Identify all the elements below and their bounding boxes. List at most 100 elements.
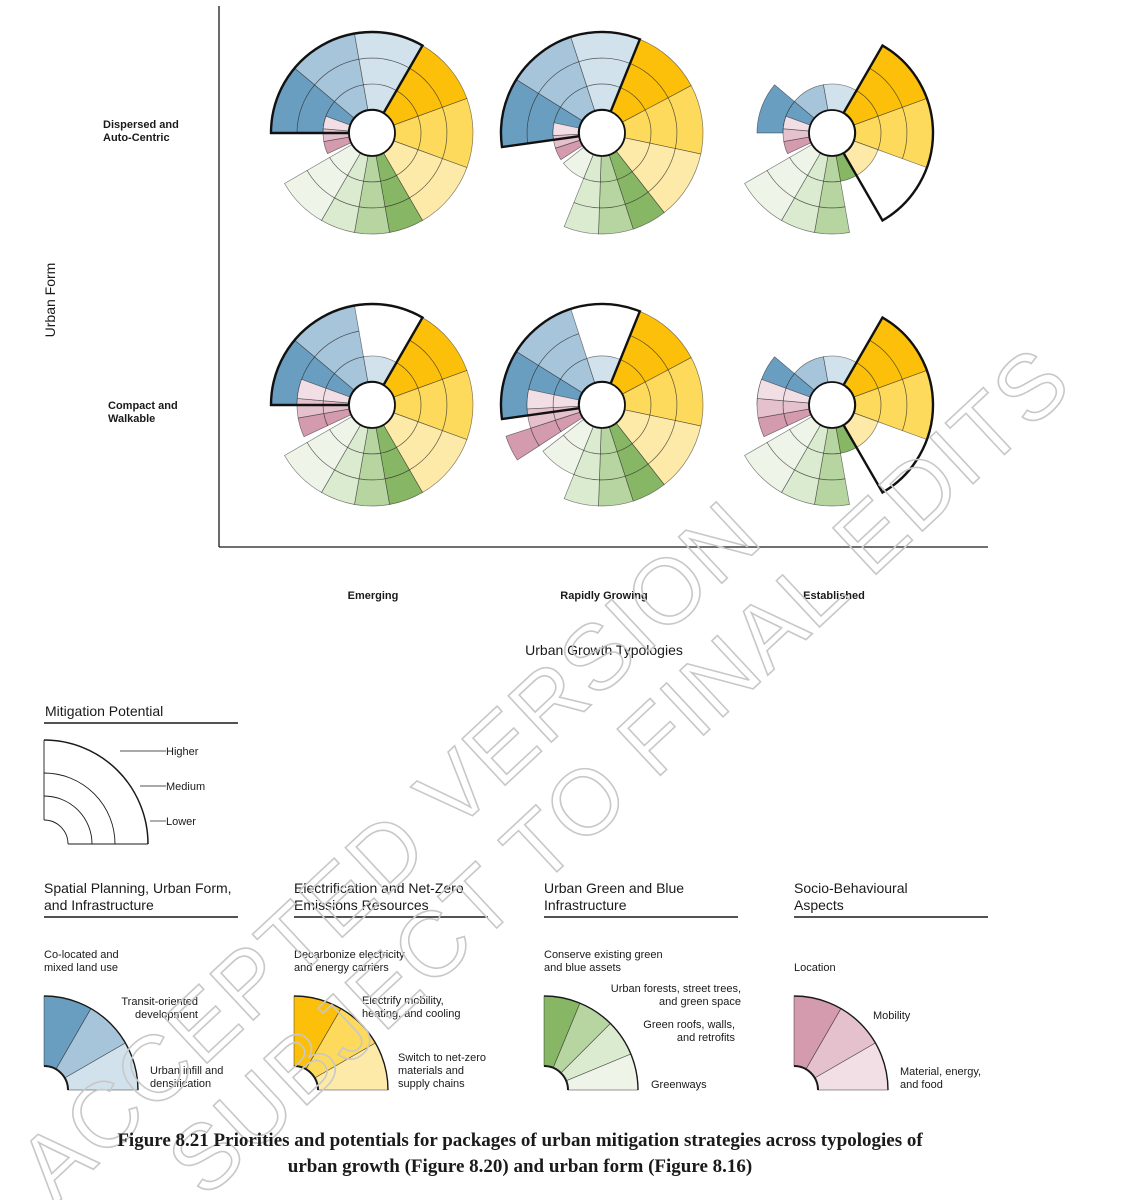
legend-group-1-item-2-line: supply chains — [398, 1078, 465, 1090]
wheel-grid — [269, 30, 935, 507]
wheel-r0-c1 — [499, 30, 704, 235]
wheel-r0-c0-sector-4-ring-2 — [417, 106, 448, 160]
wheel-r1-c2 — [744, 315, 935, 507]
row-label-dispersed: Dispersed and Auto-Centric — [103, 119, 179, 144]
legend-group-3-item-1-line: Mobility — [873, 1010, 911, 1022]
legend-group-1-item-0-line: Decarbonize electricity — [294, 949, 405, 961]
legend-group-1-item-0-line: and energy carriers — [294, 962, 389, 974]
wheel-r1-c0-sector-4-ring-3 — [442, 370, 474, 440]
wheel-r0-c1-sector-5-ring-3 — [647, 148, 702, 214]
legend-group-2-item-1-line: and green space — [659, 996, 741, 1008]
legend: Mitigation Potential Higher Medium Lower Spa… — [43, 703, 988, 1091]
axis-labels: Dispersed and Auto-Centric Compact and Walk… — [42, 119, 865, 658]
row-label-dispersed-line: Dispersed and — [103, 119, 179, 131]
legend-group-2-item-2-line: Green roofs, walls, — [643, 1019, 735, 1031]
legend-group-0-item-0: Co-located and mixed land use — [44, 949, 119, 974]
legend-group-3-title-line: Socio-Behavioural — [794, 880, 908, 896]
legend-group-2-item-1-line: Urban forests, street trees, — [611, 983, 741, 995]
legend-group-3-item-2: Material, energy, and food — [900, 1066, 981, 1091]
wheel-r1-c0-sector-4-ring-2 — [417, 378, 448, 432]
wheel-r0-c0-sector-8-ring-3 — [321, 197, 360, 233]
legend-group-0-item-2: Urban infill and densification — [150, 1065, 223, 1090]
wheel-r1-c1-hub — [578, 381, 626, 429]
legend-group-3-item-0: Location — [794, 962, 836, 974]
column-label-1: Rapidly Growing — [560, 590, 647, 602]
legend-group-3: Socio-Behavioural Aspects Location Mobility… — [793, 880, 988, 1091]
legend-potential-arc-2 — [43, 795, 93, 845]
legend-group-3-inner-arc — [793, 1065, 819, 1091]
wheel-r0-c2-hub — [808, 109, 856, 157]
legend-group-0-item-0-line: mixed land use — [44, 962, 118, 974]
legend-group-0-item-2-line: Urban infill and — [150, 1065, 223, 1077]
wheel-r0-c1-sector-4-ring-3 — [667, 85, 704, 155]
wheel-r1-c1-sector-7-ring-3 — [598, 475, 634, 507]
wheel-r0-c0-sector-5-ring-3 — [409, 158, 468, 221]
legend-group-0-item-1-line: development — [135, 1009, 198, 1021]
wheel-r0-c2-sector-4-ring-3 — [902, 98, 934, 168]
legend-group-0-item-2-line: densification — [150, 1078, 211, 1090]
legend-group-2-item-3: Greenways — [651, 1079, 707, 1091]
wheel-r0-c0 — [269, 30, 474, 235]
legend-group-0-title-line: and Infrastructure — [44, 897, 154, 913]
legend-group-2-item-0-line: Conserve existing green — [544, 949, 663, 961]
wheel-r1-c0-sector-8-ring-3 — [321, 469, 360, 505]
wheel-r1-c2-sector-10-ring-2 — [757, 413, 789, 438]
legend-group-2-title-line: Urban Green and Blue — [544, 880, 684, 896]
wheel-r0-c0-sector-7-ring-3 — [354, 206, 390, 235]
legend-group-0: Spatial Planning, Urban Form, and Infrast… — [43, 880, 238, 1091]
wheel-r1-c0-sector-10-ring-2 — [297, 413, 329, 438]
wheel-r1-c2-sector-4-ring-2 — [877, 378, 908, 432]
wheel-r0-c2-sector-0-ring-2 — [756, 84, 795, 134]
wheel-r1-c0-sector-12-ring-2 — [296, 378, 327, 402]
legend-group-1-outer-arc — [293, 995, 389, 1091]
figure-caption: Figure 8.21 Priorities and potentials fo… — [0, 1128, 1040, 1180]
row-label-dispersed-line: Auto-Centric — [103, 132, 170, 144]
plot-axes — [218, 6, 988, 548]
wheel-r1-c2-sector-8-ring-3 — [781, 469, 820, 505]
legend-group-1: Electrification and Net-Zero Emissions Re… — [293, 880, 488, 1091]
legend-group-3-outer-arc — [793, 995, 889, 1091]
legend-group-1-title-line: Emissions Resources — [294, 897, 429, 913]
legend-potential-higher: Higher — [166, 746, 199, 758]
wheel-r1-c1-sector-4-ring-3 — [667, 357, 704, 427]
legend-group-0-title: Spatial Planning, Urban Form, and Infrast… — [44, 880, 232, 913]
legend-group-0-inner-arc — [43, 1065, 69, 1091]
wheel-r1-c0-sector-7-ring-3 — [354, 478, 390, 507]
wheel-r0-c1-sector-7-ring-3 — [598, 203, 634, 235]
legend-potential-arc-1 — [43, 772, 116, 845]
legend-group-2-inner-arc — [543, 1065, 569, 1091]
wheel-r1-c1 — [499, 302, 704, 507]
wheel-r0-c0-hub — [348, 109, 396, 157]
legend-group-1-inner-arc — [293, 1065, 319, 1091]
wheel-r1-c0-hub — [348, 381, 396, 429]
legend-potential-arc-0 — [43, 739, 149, 845]
legend-group-2-item-0: Conserve existing green and blue assets — [544, 949, 663, 974]
legend-group-1-item-2-line: Switch to net-zero — [398, 1052, 486, 1064]
wheel-r1-c1-sector-12-ring-2 — [526, 388, 555, 410]
legend-group-0-item-0-line: Co-located and — [44, 949, 119, 961]
wheel-r1-c1-sector-6-ring-3 — [624, 463, 665, 502]
legend-group-1-item-2: Switch to net-zero materials and supply ch… — [398, 1052, 486, 1090]
wheel-r1-c2-sector-9-ring-3 — [744, 442, 795, 493]
wheel-r1-c1-sector-10-ring-3 — [505, 427, 540, 461]
wheel-r0-c2-sector-9-ring-3 — [744, 170, 795, 221]
wheel-r1-c0-sector-5-ring-3 — [409, 430, 468, 493]
legend-group-2-outer-arc — [543, 995, 639, 1091]
legend-group-2-item-3-line: Greenways — [651, 1079, 707, 1091]
legend-potential-lower: Lower — [166, 816, 196, 828]
legend-group-1-item-1-line: heating, and cooling — [362, 1008, 460, 1020]
legend-group-3-item-1: Mobility — [873, 1010, 911, 1022]
column-label-2: Established — [803, 590, 865, 602]
wheel-r1-c2-hub — [808, 381, 856, 429]
legend-group-3-item-2-line: and food — [900, 1079, 943, 1091]
legend-group-0-outer-arc — [43, 995, 139, 1091]
wheel-r0-c0-sector-6-ring-3 — [384, 197, 423, 233]
legend-group-3-item-0-line: Location — [794, 962, 836, 974]
wheel-r1-c1-sector-8-ring-3 — [563, 474, 600, 507]
legend-group-1-title-line: Electrification and Net-Zero — [294, 880, 464, 896]
legend-group-3-title-line: Aspects — [794, 897, 844, 913]
legend-group-2-title: Urban Green and Blue Infrastructure — [544, 880, 684, 913]
caption-text: Figure 8.21 Priorities and potentials fo… — [117, 1130, 923, 1177]
legend-group-0-item-1-line: Transit-oriented — [121, 996, 198, 1008]
